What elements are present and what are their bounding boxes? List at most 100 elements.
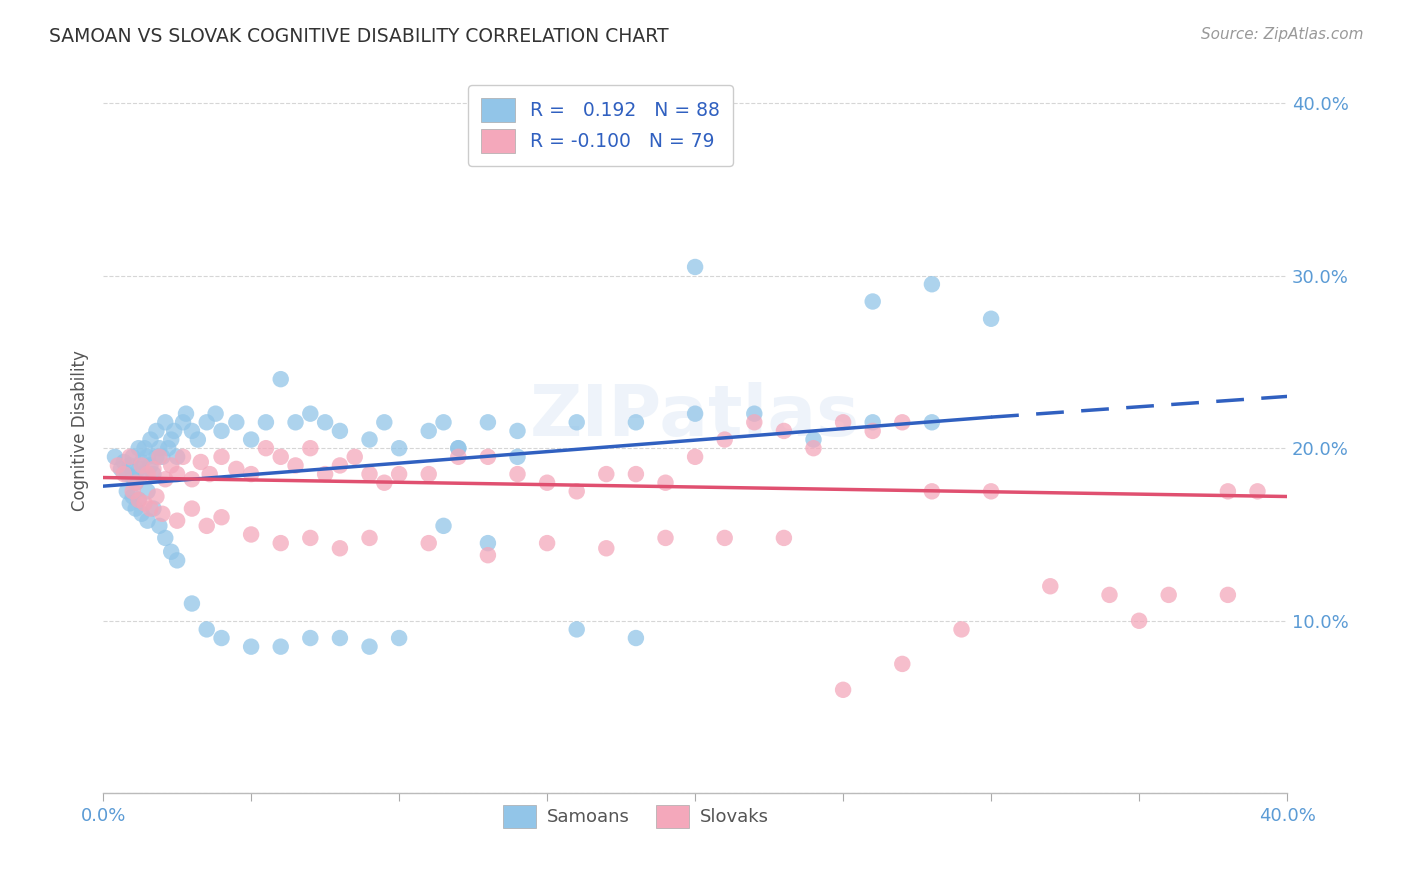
Point (359, 467, 381, 481)
Point (270, 536, 292, 550)
Point (136, 467, 159, 481)
Point (211, 510, 233, 524)
Point (270, 450, 292, 464)
Point (624, 415, 647, 429)
Point (373, 475, 395, 490)
Point (128, 441, 150, 455)
Point (329, 424, 352, 438)
Point (190, 455, 212, 469)
Point (172, 415, 194, 429)
Point (134, 441, 156, 455)
Legend: Samoans, Slovaks: Samoans, Slovaks (496, 797, 776, 835)
Point (388, 631, 411, 645)
Point (284, 415, 307, 429)
Point (654, 475, 676, 490)
Point (115, 484, 138, 499)
Point (104, 450, 127, 464)
Point (270, 640, 292, 654)
Point (506, 450, 529, 464)
Point (832, 682, 855, 697)
Point (195, 623, 218, 637)
Point (155, 415, 177, 429)
Point (166, 514, 188, 528)
Point (166, 467, 188, 481)
Point (198, 467, 221, 481)
Text: SAMOAN VS SLOVAK COGNITIVE DISABILITY CORRELATION CHART: SAMOAN VS SLOVAK COGNITIVE DISABILITY CO… (49, 27, 669, 45)
Point (980, 484, 1002, 499)
Point (432, 415, 454, 429)
Point (432, 519, 454, 533)
Point (145, 450, 167, 464)
Point (131, 455, 153, 469)
Point (240, 640, 263, 654)
Point (125, 475, 148, 490)
Point (118, 458, 141, 473)
Point (128, 462, 150, 476)
Point (107, 458, 129, 473)
Point (980, 311, 1002, 326)
Point (181, 597, 204, 611)
Point (112, 467, 135, 481)
Point (195, 415, 218, 429)
Point (683, 260, 706, 274)
Point (145, 424, 167, 438)
Point (181, 501, 204, 516)
Point (314, 415, 336, 429)
Point (195, 519, 218, 533)
Point (145, 490, 167, 504)
Point (181, 472, 204, 486)
Point (595, 467, 617, 481)
Point (166, 450, 188, 464)
Point (565, 484, 588, 499)
Point (388, 467, 411, 481)
Point (125, 475, 148, 490)
Point (862, 424, 884, 438)
Point (742, 415, 765, 429)
Point (1157, 588, 1180, 602)
Point (359, 640, 381, 654)
Point (477, 548, 499, 562)
Point (803, 433, 825, 447)
Point (299, 531, 322, 545)
Point (624, 631, 647, 645)
Point (950, 623, 973, 637)
Point (142, 462, 165, 476)
Text: ZIPatlas: ZIPatlas (530, 382, 860, 451)
Text: Source: ZipAtlas.com: Source: ZipAtlas.com (1201, 27, 1364, 42)
Point (713, 531, 735, 545)
Point (204, 407, 226, 421)
Point (862, 294, 884, 309)
Point (225, 462, 247, 476)
Point (536, 475, 558, 490)
Point (803, 441, 825, 455)
Point (891, 657, 914, 671)
Point (148, 519, 170, 533)
Point (134, 496, 156, 510)
Point (131, 467, 153, 481)
Point (174, 407, 197, 421)
Point (131, 507, 153, 521)
Point (536, 536, 558, 550)
Point (477, 450, 499, 464)
Point (624, 467, 647, 481)
Point (166, 553, 188, 567)
Point (148, 441, 170, 455)
Point (299, 407, 322, 421)
Point (187, 433, 209, 447)
Point (150, 450, 173, 464)
Point (1246, 484, 1268, 499)
Point (181, 424, 204, 438)
Point (683, 450, 706, 464)
Point (160, 545, 183, 559)
Point (284, 458, 307, 473)
Point (148, 450, 170, 464)
Point (155, 472, 177, 486)
Point (773, 531, 796, 545)
Point (447, 441, 470, 455)
Point (136, 450, 159, 464)
Point (1128, 614, 1150, 628)
Point (270, 372, 292, 386)
Point (125, 501, 148, 516)
Point (418, 467, 440, 481)
Point (121, 470, 143, 484)
